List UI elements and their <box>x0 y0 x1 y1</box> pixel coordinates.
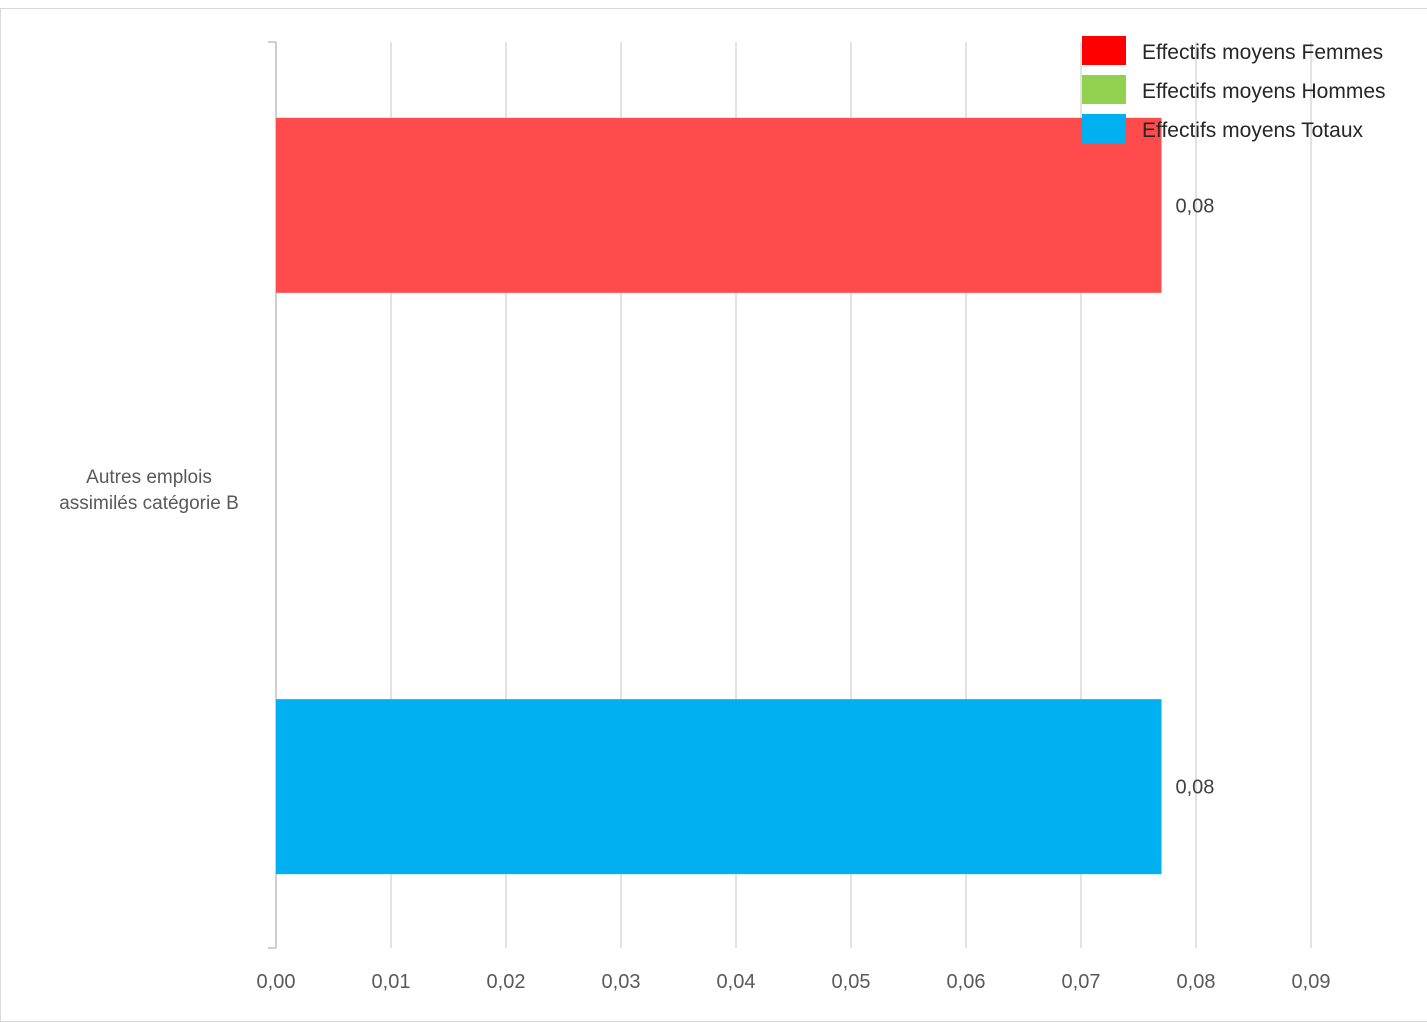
x-tick-label: 0,07 <box>1062 971 1101 993</box>
category-label: assimilés catégorie B <box>59 493 239 514</box>
x-tick-label: 0,01 <box>372 971 411 993</box>
bar-effectifs-moyens-femmes <box>276 117 1162 293</box>
bars <box>276 117 1162 875</box>
x-tick-label: 0,05 <box>832 971 871 993</box>
legend-entry: Effectifs moyens Hommes <box>1142 80 1386 103</box>
x-tick-label: 0,03 <box>602 971 641 993</box>
legend-swatch <box>1082 75 1126 104</box>
legend-entry: Effectifs moyens Totaux <box>1142 119 1364 142</box>
x-tick-label: 0,09 <box>1292 971 1331 993</box>
legend: Effectifs moyens Femmes Effectifs moyens … <box>1082 36 1386 143</box>
x-tick-label: 0,02 <box>487 971 526 993</box>
labels: 0,00 0,01 0,02 0,03 0,04 0,05 0,06 0,07 0,08 0,09… <box>59 195 1330 993</box>
legend-swatch <box>1082 114 1126 143</box>
x-tick-label: 0,04 <box>717 971 756 993</box>
x-tick-label: 0,06 <box>947 971 986 993</box>
category-label: Autres emplois <box>86 467 212 488</box>
legend-entry: Effectifs moyens Femmes <box>1142 41 1383 64</box>
data-label: 0,08 <box>1176 777 1215 799</box>
x-tick-label: 0,08 <box>1177 971 1216 993</box>
x-tick-label: 0,00 <box>257 971 296 993</box>
data-label: 0,08 <box>1176 195 1215 217</box>
legend-swatch <box>1082 36 1126 65</box>
bar-effectifs-moyens-totaux <box>276 699 1162 875</box>
